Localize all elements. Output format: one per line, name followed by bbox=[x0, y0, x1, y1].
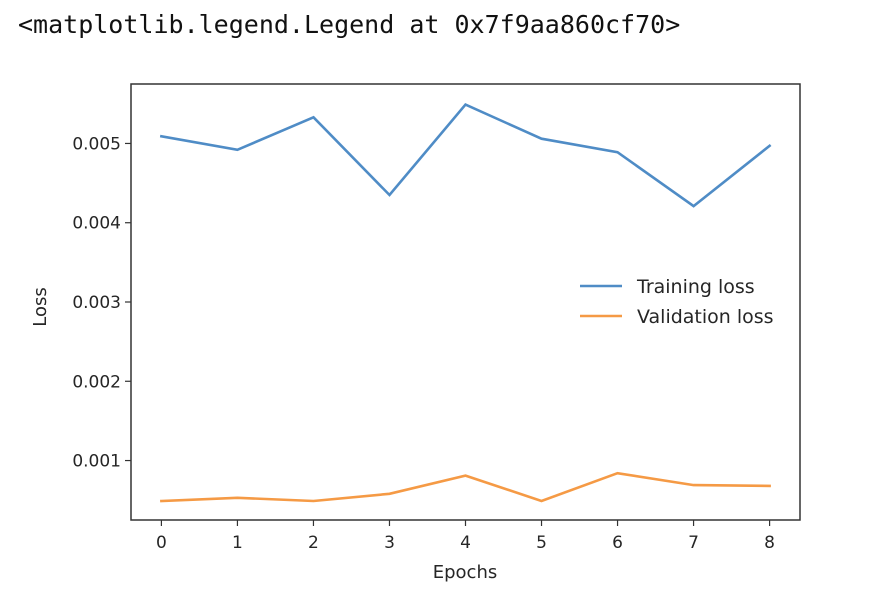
x-tick-label: 0 bbox=[156, 533, 167, 553]
legend-label: Validation loss bbox=[637, 306, 774, 328]
x-axis-label: Epochs bbox=[433, 562, 498, 583]
y-axis-label: Loss bbox=[30, 287, 51, 326]
y-tick-label: 0.005 bbox=[72, 134, 121, 154]
x-tick-label: 2 bbox=[308, 533, 319, 553]
x-tick-label: 8 bbox=[764, 533, 775, 553]
series-lines bbox=[159, 103, 772, 503]
x-tick-label: 7 bbox=[688, 533, 699, 553]
x-tick-label: 4 bbox=[460, 533, 471, 553]
x-tick-label: 1 bbox=[232, 533, 243, 553]
x-axis-ticks: 0 1 2 3 4 5 6 7 8 bbox=[156, 520, 775, 553]
legend-label: Training loss bbox=[636, 276, 755, 298]
x-tick-label: 3 bbox=[384, 533, 395, 553]
y-tick-label: 0.004 bbox=[72, 214, 121, 234]
y-tick-label: 0.002 bbox=[72, 372, 121, 392]
x-tick-label: 5 bbox=[536, 533, 547, 553]
y-axis-ticks: 0.001 0.002 0.003 0.004 0.005 bbox=[72, 134, 131, 472]
legend: Training loss Validation loss bbox=[580, 276, 774, 328]
output-repr-text: <matplotlib.legend.Legend at 0x7f9aa860c… bbox=[18, 10, 681, 39]
y-tick-label: 0.001 bbox=[72, 452, 121, 472]
plot-area-frame bbox=[130, 83, 801, 521]
x-tick-label: 6 bbox=[612, 533, 623, 553]
y-tick-label: 0.003 bbox=[72, 293, 121, 313]
